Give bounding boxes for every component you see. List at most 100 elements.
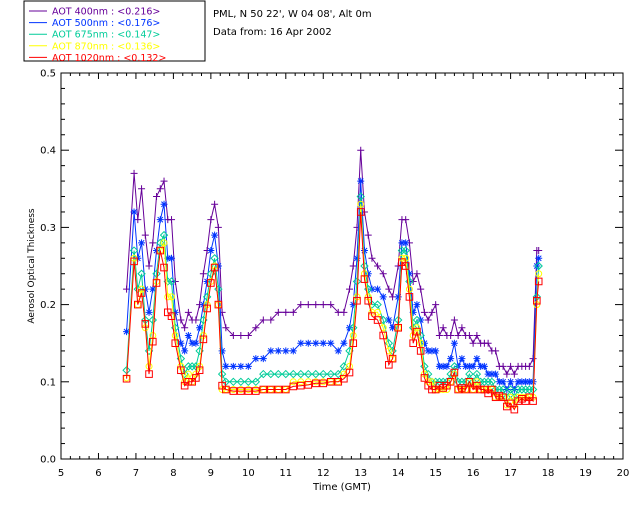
data-point [492,370,500,378]
data-point [207,216,215,224]
legend-label: AOT 500nm : <0.176> [52,18,160,29]
data-point [495,378,503,386]
data-point [368,254,376,262]
data-point [229,362,237,370]
data-point [160,239,168,247]
data-point [345,368,354,377]
data-point [488,370,496,378]
data-point [503,370,511,378]
data-point [222,385,230,394]
data-point [326,378,335,386]
data-point [535,247,543,255]
data-point [211,231,219,239]
y-axis-label: Aerosol Optical Thickness [27,208,37,324]
data-point [218,347,226,355]
data-point [334,347,342,355]
data-point [319,379,328,388]
data-point [282,385,290,394]
data-point [168,293,176,301]
x-tick-label: 18 [542,468,555,479]
data-point [514,378,522,386]
data-point [281,369,291,379]
x-tick-label: 5 [58,468,64,479]
data-point [129,246,139,255]
data-point [274,385,283,394]
data-point [477,362,485,370]
data-point [289,369,298,379]
data-point [356,208,365,216]
data-point [259,316,267,324]
data-point [181,347,189,355]
data-point [340,339,348,347]
data-point [304,369,313,379]
data-point [483,377,493,387]
data-point [447,331,455,339]
data-point [267,385,275,394]
data-point [130,169,138,177]
data-point [312,301,320,309]
data-point [522,378,530,386]
data-point [184,370,192,378]
data-point [450,362,459,371]
data-point [152,279,161,287]
data-point [184,308,192,316]
data-point [462,362,470,370]
data-point [274,347,282,355]
data-point [251,377,261,387]
data-point [289,378,297,386]
data-point [137,289,146,297]
data-point [171,308,179,316]
data-point [171,331,179,339]
y-tick-label: 0.5 [40,69,56,80]
data-point [353,254,361,262]
data-point [492,347,500,355]
data-point [357,200,365,208]
data-point [192,339,200,347]
data-point [450,316,458,324]
data-point [188,339,196,347]
data-point [409,308,417,316]
data-point [267,316,275,324]
data-point [394,293,402,301]
x-tick-label: 15 [429,468,442,479]
data-point [409,339,417,347]
data-point [214,223,222,231]
data-point [137,269,146,278]
data-point [360,247,368,255]
data-point [259,355,267,363]
data-point [134,300,142,309]
data-point [364,296,373,305]
data-point [480,377,489,387]
data-point [529,355,537,363]
data-point [244,387,253,395]
data-point [148,315,158,325]
data-point [203,304,211,313]
data-point [412,315,422,325]
data-point [164,293,172,301]
legend-label: AOT 675nm : <0.147> [52,30,160,41]
data-point [187,362,197,371]
data-point [210,254,219,263]
data-point [138,285,146,293]
data-point [357,177,365,185]
data-point [340,308,348,316]
data-point [428,347,436,355]
data-point [184,331,192,339]
data-point [413,301,421,309]
data-point [385,285,393,293]
x-tick-label: 8 [170,468,176,479]
data-point [222,362,230,370]
data-point [319,339,327,347]
data-point [435,331,443,339]
data-point [535,254,543,262]
data-point [141,231,149,239]
data-point [289,308,297,316]
data-point [237,362,245,370]
data-point [122,374,131,383]
data-point [145,370,153,378]
data-point [443,362,451,370]
data-point [472,369,482,379]
data-point [244,362,252,370]
data-point [413,270,421,278]
x-tick-label: 7 [133,468,139,479]
